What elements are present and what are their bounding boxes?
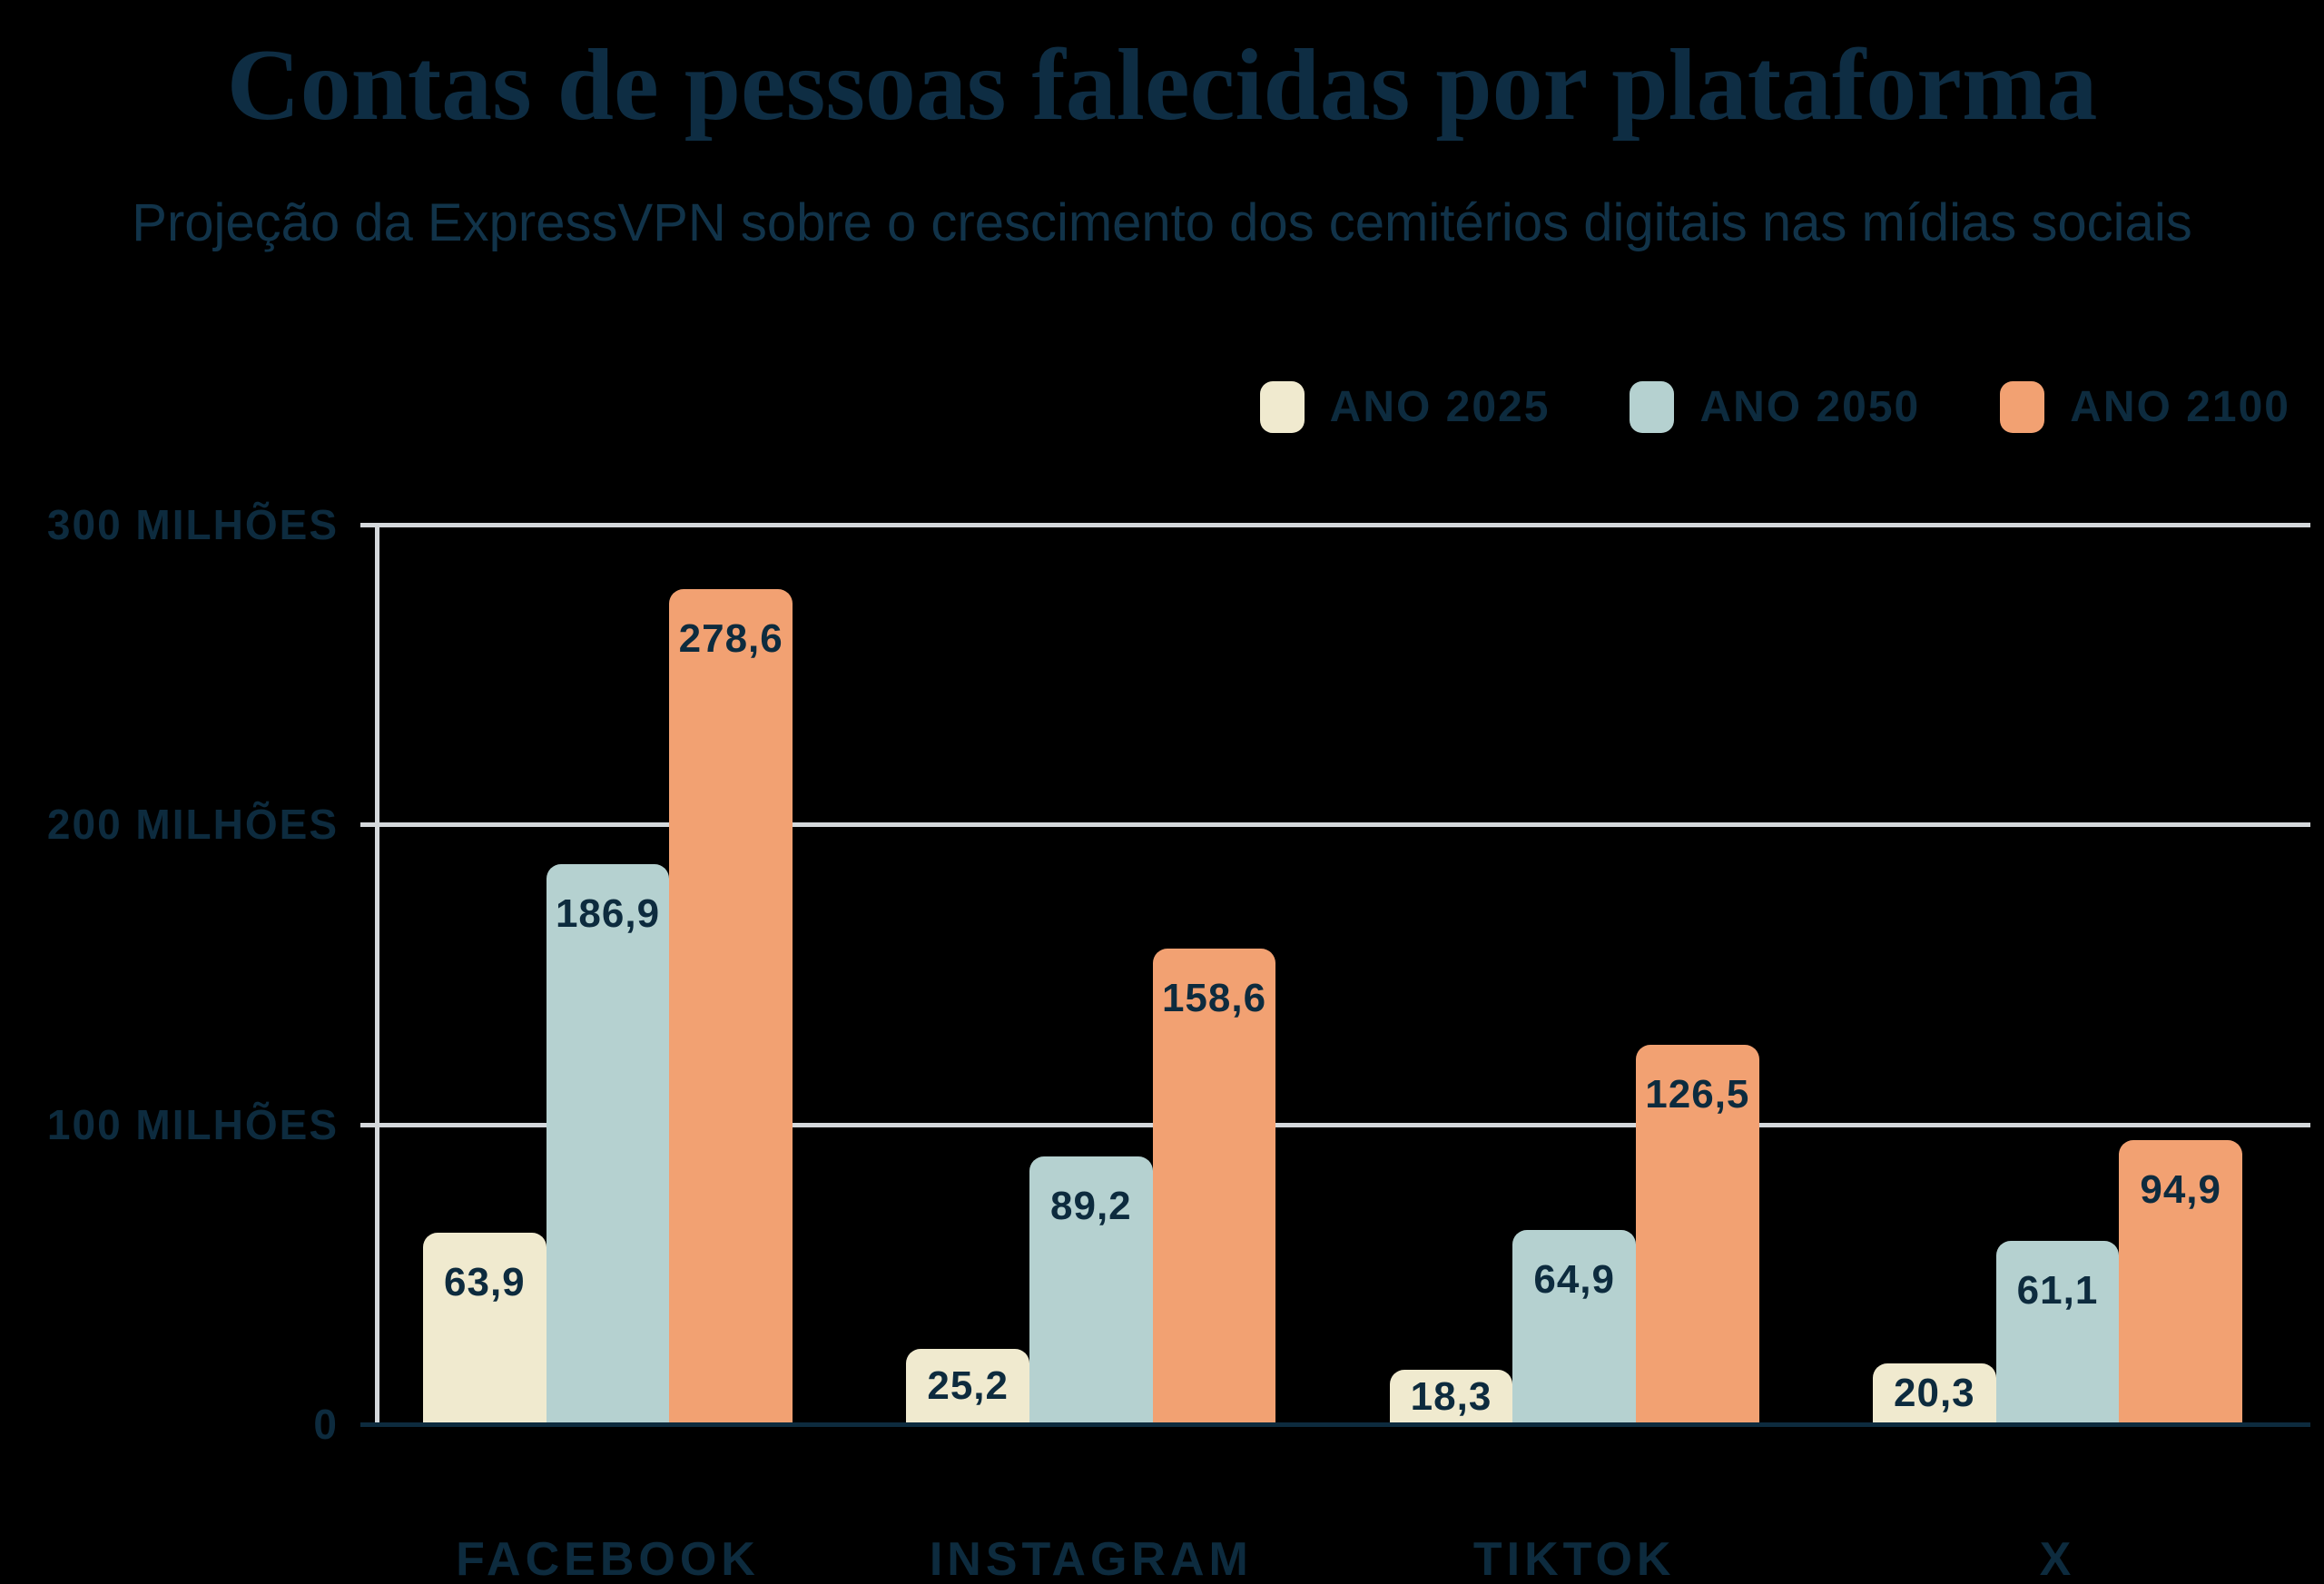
bar: 25,2 [906,1348,1029,1424]
x-axis-baseline [360,1422,2310,1427]
bar-value-cap: 63,9 [423,1233,547,1333]
chart-subtitle: Projeção da ExpressVPN sobre o crescimen… [132,193,2192,252]
category-label-tiktok: TIKTOK [1472,1533,1676,1584]
y-tick-label: 0 [313,1401,339,1448]
bar-value-cap: 18,3 [1390,1370,1513,1424]
legend: ANO 2025 ANO 2050 ANO 2100 [1259,381,2290,433]
legend-item: ANO 2025 [1259,381,1551,433]
gridline [360,822,2310,828]
bar: 186,9 [546,863,670,1424]
legend-label: ANO 2025 [1329,383,1551,431]
bar-value-label: 278,6 [678,615,783,661]
bar-value-label: 158,6 [1161,976,1267,1021]
category-label-instagram: INSTAGRAM [929,1533,1253,1584]
bar-value-cap: 186,9 [547,864,670,964]
y-tick-label: 100 MILHÕES [46,1100,339,1148]
category-label-facebook: FACEBOOK [456,1533,760,1584]
bar-value-cap: 94,9 [2119,1140,2242,1240]
y-tick-label: 300 MILHÕES [46,501,339,548]
gridline [360,523,2310,527]
bar-group-instagram: 25,2 89,2 158,6 [906,525,1276,1424]
legend-label: ANO 2100 [2070,383,2290,431]
bar-value-label: 94,9 [2140,1166,2221,1212]
bar-value-label: 20,3 [1894,1371,1975,1416]
legend-item: ANO 2050 [1630,381,1920,433]
bar-group-tiktok: 18,3 64,9 126,5 [1389,525,1759,1424]
bar-value-label: 63,9 [444,1259,526,1304]
bar-value-cap: 89,2 [1029,1156,1153,1256]
y-axis-line [375,523,379,1426]
bar-value-cap: 61,1 [1996,1241,2120,1341]
legend-swatch-icon [1259,381,1305,433]
bar-value-label: 61,1 [2016,1268,2099,1313]
bar: 278,6 [669,588,793,1424]
bar-group-x: 20,3 61,1 94,9 [1872,525,2242,1424]
category-label-x: X [2039,1533,2076,1584]
y-axis-tick-labels: 300 MILHÕES 200 MILHÕES 100 MILHÕES 0 [0,501,339,1448]
legend-swatch-icon [1630,381,1675,433]
bar: 126,5 [1636,1045,1759,1424]
plot-area: 63,9 186,9 278,6 25,2 89,2 158,6 18,3 64,9 126,5… [379,525,2310,1424]
bar-value-cap: 64,9 [1512,1230,1636,1330]
bar-value-label: 186,9 [555,890,661,936]
bar: 158,6 [1152,949,1276,1424]
bar-value-cap: 20,3 [1873,1363,1996,1424]
bar: 64,9 [1512,1229,1636,1424]
legend-swatch-icon [2000,381,2045,433]
bar-value-cap: 25,2 [906,1349,1029,1424]
bar: 63,9 [423,1232,547,1424]
bar: 89,2 [1029,1156,1153,1424]
y-tick-label: 200 MILHÕES [46,801,339,849]
gridline-layer [360,523,2310,1427]
legend-label: ANO 2050 [1699,383,1921,431]
bar-value-cap: 158,6 [1153,949,1276,1048]
bar-value-label: 89,2 [1050,1184,1132,1229]
bar-value-label: 25,2 [927,1363,1009,1409]
bar-value-label: 126,5 [1645,1072,1750,1117]
bar: 20,3 [1872,1363,1996,1424]
bar: 94,9 [2119,1139,2242,1424]
bar: 18,3 [1389,1369,1513,1424]
bar-value-label: 18,3 [1410,1373,1492,1419]
bar-group-facebook: 63,9 186,9 278,6 [423,525,793,1424]
bar-value-cap: 126,5 [1636,1045,1759,1145]
bar-value-cap: 278,6 [669,589,793,689]
x-axis-category-labels: FACEBOOK INSTAGRAM TIKTOK X [379,1532,2310,1584]
chart-title: Contas de pessoas falecidas por platafor… [226,29,2098,142]
legend-item: ANO 2100 [2000,381,2290,433]
bar: 61,1 [1995,1241,2120,1424]
bar-value-label: 64,9 [1533,1256,1615,1302]
gridline [360,1122,2310,1127]
